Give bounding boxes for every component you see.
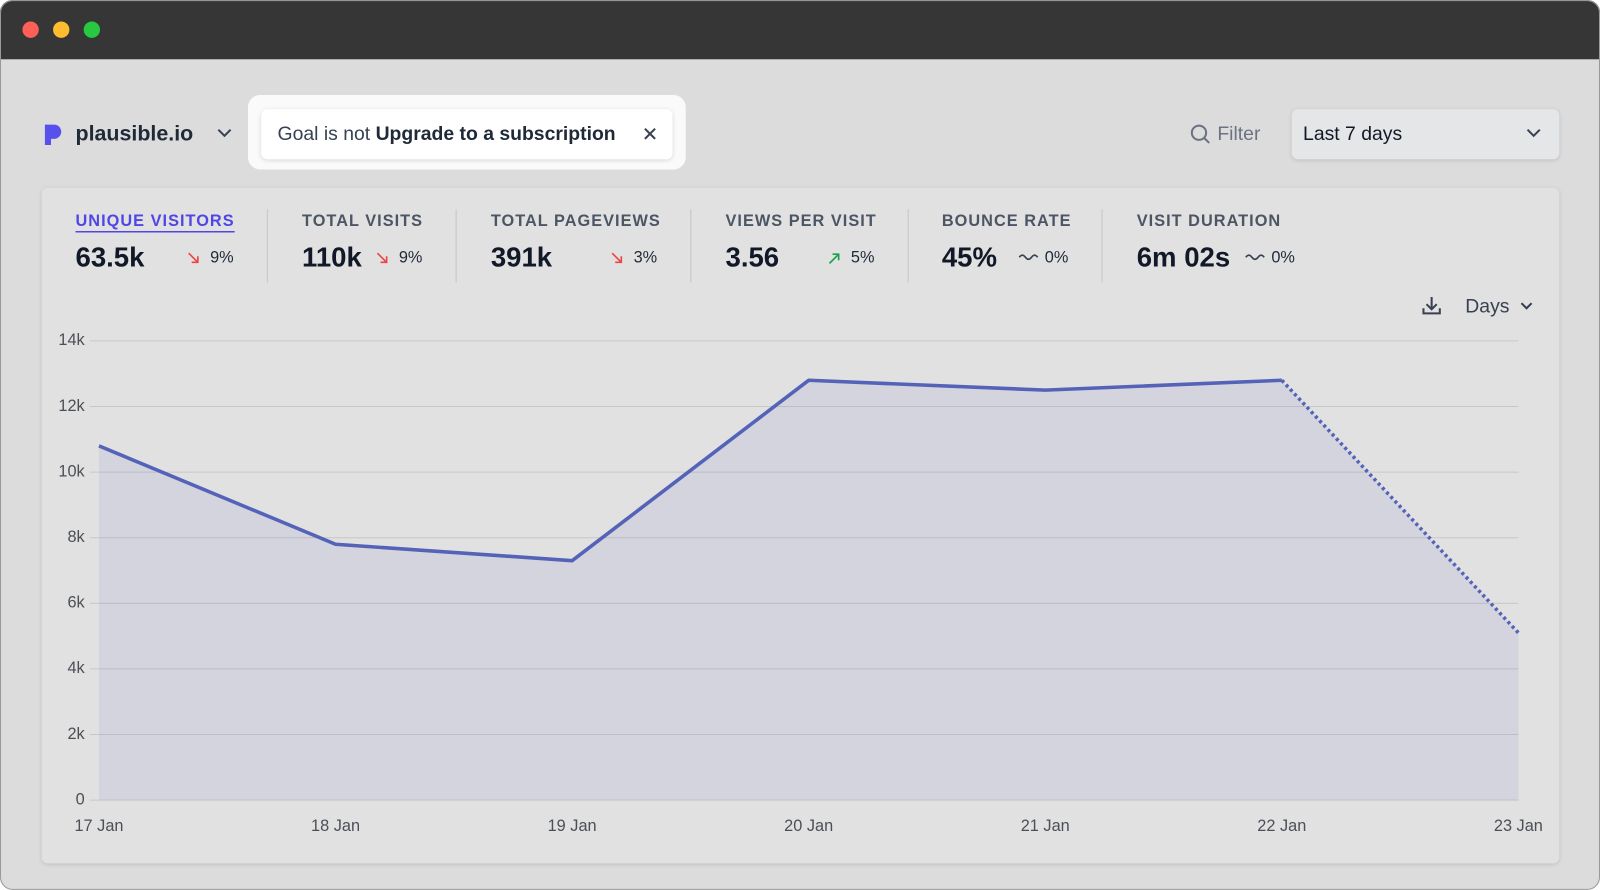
area <box>98 380 1519 801</box>
interval-picker[interactable]: Days <box>1422 295 1533 317</box>
site-name: plausible.io <box>76 121 194 145</box>
site-switcher[interactable]: plausible.io <box>44 121 232 145</box>
filter-button[interactable]: Filter <box>1190 123 1261 145</box>
minimize-button[interactable] <box>53 21 70 38</box>
metric-value: 391k <box>491 242 553 273</box>
metric-change: 5% <box>851 249 875 267</box>
line-incomplete <box>1280 379 1520 635</box>
x-tick-label: 23 Jan <box>1494 817 1543 835</box>
chip-box <box>261 109 673 160</box>
metric-tab[interactable]: TOTAL PAGEVIEWS 391k 3% <box>491 212 661 273</box>
trend-up-icon <box>828 253 840 264</box>
filter-prefix: Goal is not <box>278 123 371 145</box>
metric-change: 9% <box>399 249 423 267</box>
metric-value: 6m 02s <box>1137 242 1230 273</box>
x-tick-label: 22 Jan <box>1257 817 1306 835</box>
close-button[interactable] <box>22 21 39 38</box>
card <box>41 187 1560 864</box>
y-tick-label: 14k <box>58 331 85 349</box>
metric-value: 63.5k <box>76 242 146 273</box>
filter-goal: Upgrade to a subscription <box>376 123 616 145</box>
y-tick-label: 10k <box>58 462 85 480</box>
interval-label: Days <box>1465 295 1509 317</box>
x-tick-label: 17 Jan <box>74 817 123 835</box>
y-tick-label: 4k <box>67 659 85 677</box>
trend-flat-icon <box>1245 254 1265 261</box>
x-tick-label: 20 Jan <box>784 817 833 835</box>
search-icon-handle <box>1203 137 1210 144</box>
filter-chip[interactable]: Goal is not Upgrade to a subscription <box>261 109 673 160</box>
zoom-button[interactable] <box>83 21 100 38</box>
metric-value: 110k <box>302 242 362 273</box>
metric-label: VIEWS PER VISIT <box>726 212 877 230</box>
y-tick-label: 0 <box>76 790 85 808</box>
metric-value: 45% <box>942 242 997 273</box>
y-tick-label: 12k <box>58 397 85 415</box>
period-label: Last 7 days <box>1303 123 1402 145</box>
metric-label: TOTAL PAGEVIEWS <box>491 212 661 230</box>
trend-flat-icon <box>1018 254 1039 261</box>
line <box>98 378 1282 563</box>
metric-tab[interactable]: BOUNCE RATE 45% 0% <box>942 212 1072 273</box>
x-tick-label: 21 Jan <box>1021 817 1070 835</box>
metric-tab[interactable]: VISIT DURATION 6m 02s 0% <box>1137 212 1295 273</box>
metric-value: 3.56 <box>726 242 780 273</box>
y-tick-label: 2k <box>67 725 85 743</box>
metric-change: 0% <box>1271 249 1295 267</box>
trend-down-icon <box>611 252 623 264</box>
chevron <box>1520 302 1533 310</box>
trend-down-icon <box>188 252 199 264</box>
y-tick-label: 6k <box>67 594 85 612</box>
metric-tab[interactable]: VIEWS PER VISIT 3.56 5% <box>726 212 877 273</box>
remove-filter[interactable] <box>644 127 656 140</box>
filter-label: Filter <box>1217 123 1261 145</box>
metric-label: UNIQUE VISITORS <box>76 212 235 230</box>
y-tick-label: 8k <box>67 528 85 546</box>
trend-down-icon <box>376 252 388 264</box>
metric-label: BOUNCE RATE <box>942 212 1072 230</box>
metric-change: 9% <box>210 249 234 267</box>
metric-change: 0% <box>1045 249 1069 267</box>
period-box <box>1291 109 1560 160</box>
x-tick-label: 18 Jan <box>311 817 360 835</box>
search-icon <box>1190 124 1208 141</box>
x-tick-label: 19 Jan <box>548 817 597 835</box>
logo <box>44 124 62 145</box>
metric-tab[interactable]: TOTAL VISITS 110k 9% <box>302 212 423 273</box>
metric-label: TOTAL VISITS <box>302 212 423 230</box>
chevron <box>1526 128 1541 138</box>
period-picker[interactable]: Last 7 days <box>1291 109 1560 160</box>
chevron <box>217 128 232 138</box>
metric-change: 3% <box>634 249 658 267</box>
title-bar <box>0 0 1600 60</box>
metric-label: VISIT DURATION <box>1137 212 1281 230</box>
chip-text: Goal is not Upgrade to a subscription <box>278 123 616 145</box>
download-icon[interactable] <box>1422 297 1441 315</box>
metric-tab[interactable]: UNIQUE VISITORS 63.5k 9% <box>76 212 235 273</box>
